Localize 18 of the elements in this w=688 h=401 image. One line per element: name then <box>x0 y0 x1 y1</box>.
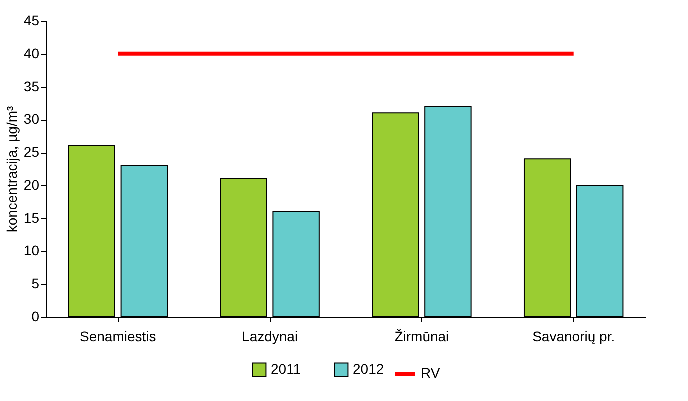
x-tick-label: Senamiestis <box>80 328 156 344</box>
y-tick-label: 5 <box>32 276 40 292</box>
x-tick-label: Lazdynai <box>242 328 298 344</box>
y-tick-label: 35 <box>24 78 40 94</box>
y-tick-label: 10 <box>24 242 40 259</box>
y-tick-label: 45 <box>24 12 40 28</box>
legend-label: 2011 <box>271 360 302 377</box>
y-tick-label: 25 <box>24 144 40 160</box>
x-tick-label: Žirmūnai <box>394 328 450 344</box>
x-tick-label: Savanorių pr. <box>532 328 616 344</box>
y-tick-label: 20 <box>24 176 40 193</box>
y-tick-label: 30 <box>24 111 40 128</box>
legend-label: 2012 <box>353 360 384 377</box>
y-axis-title: koncentracija, µg/m³ <box>4 106 20 233</box>
y-tick-label: 0 <box>32 308 40 324</box>
y-tick-label: 15 <box>24 210 40 226</box>
legend-label: RV <box>421 365 441 381</box>
y-tick-label: 40 <box>24 45 40 62</box>
